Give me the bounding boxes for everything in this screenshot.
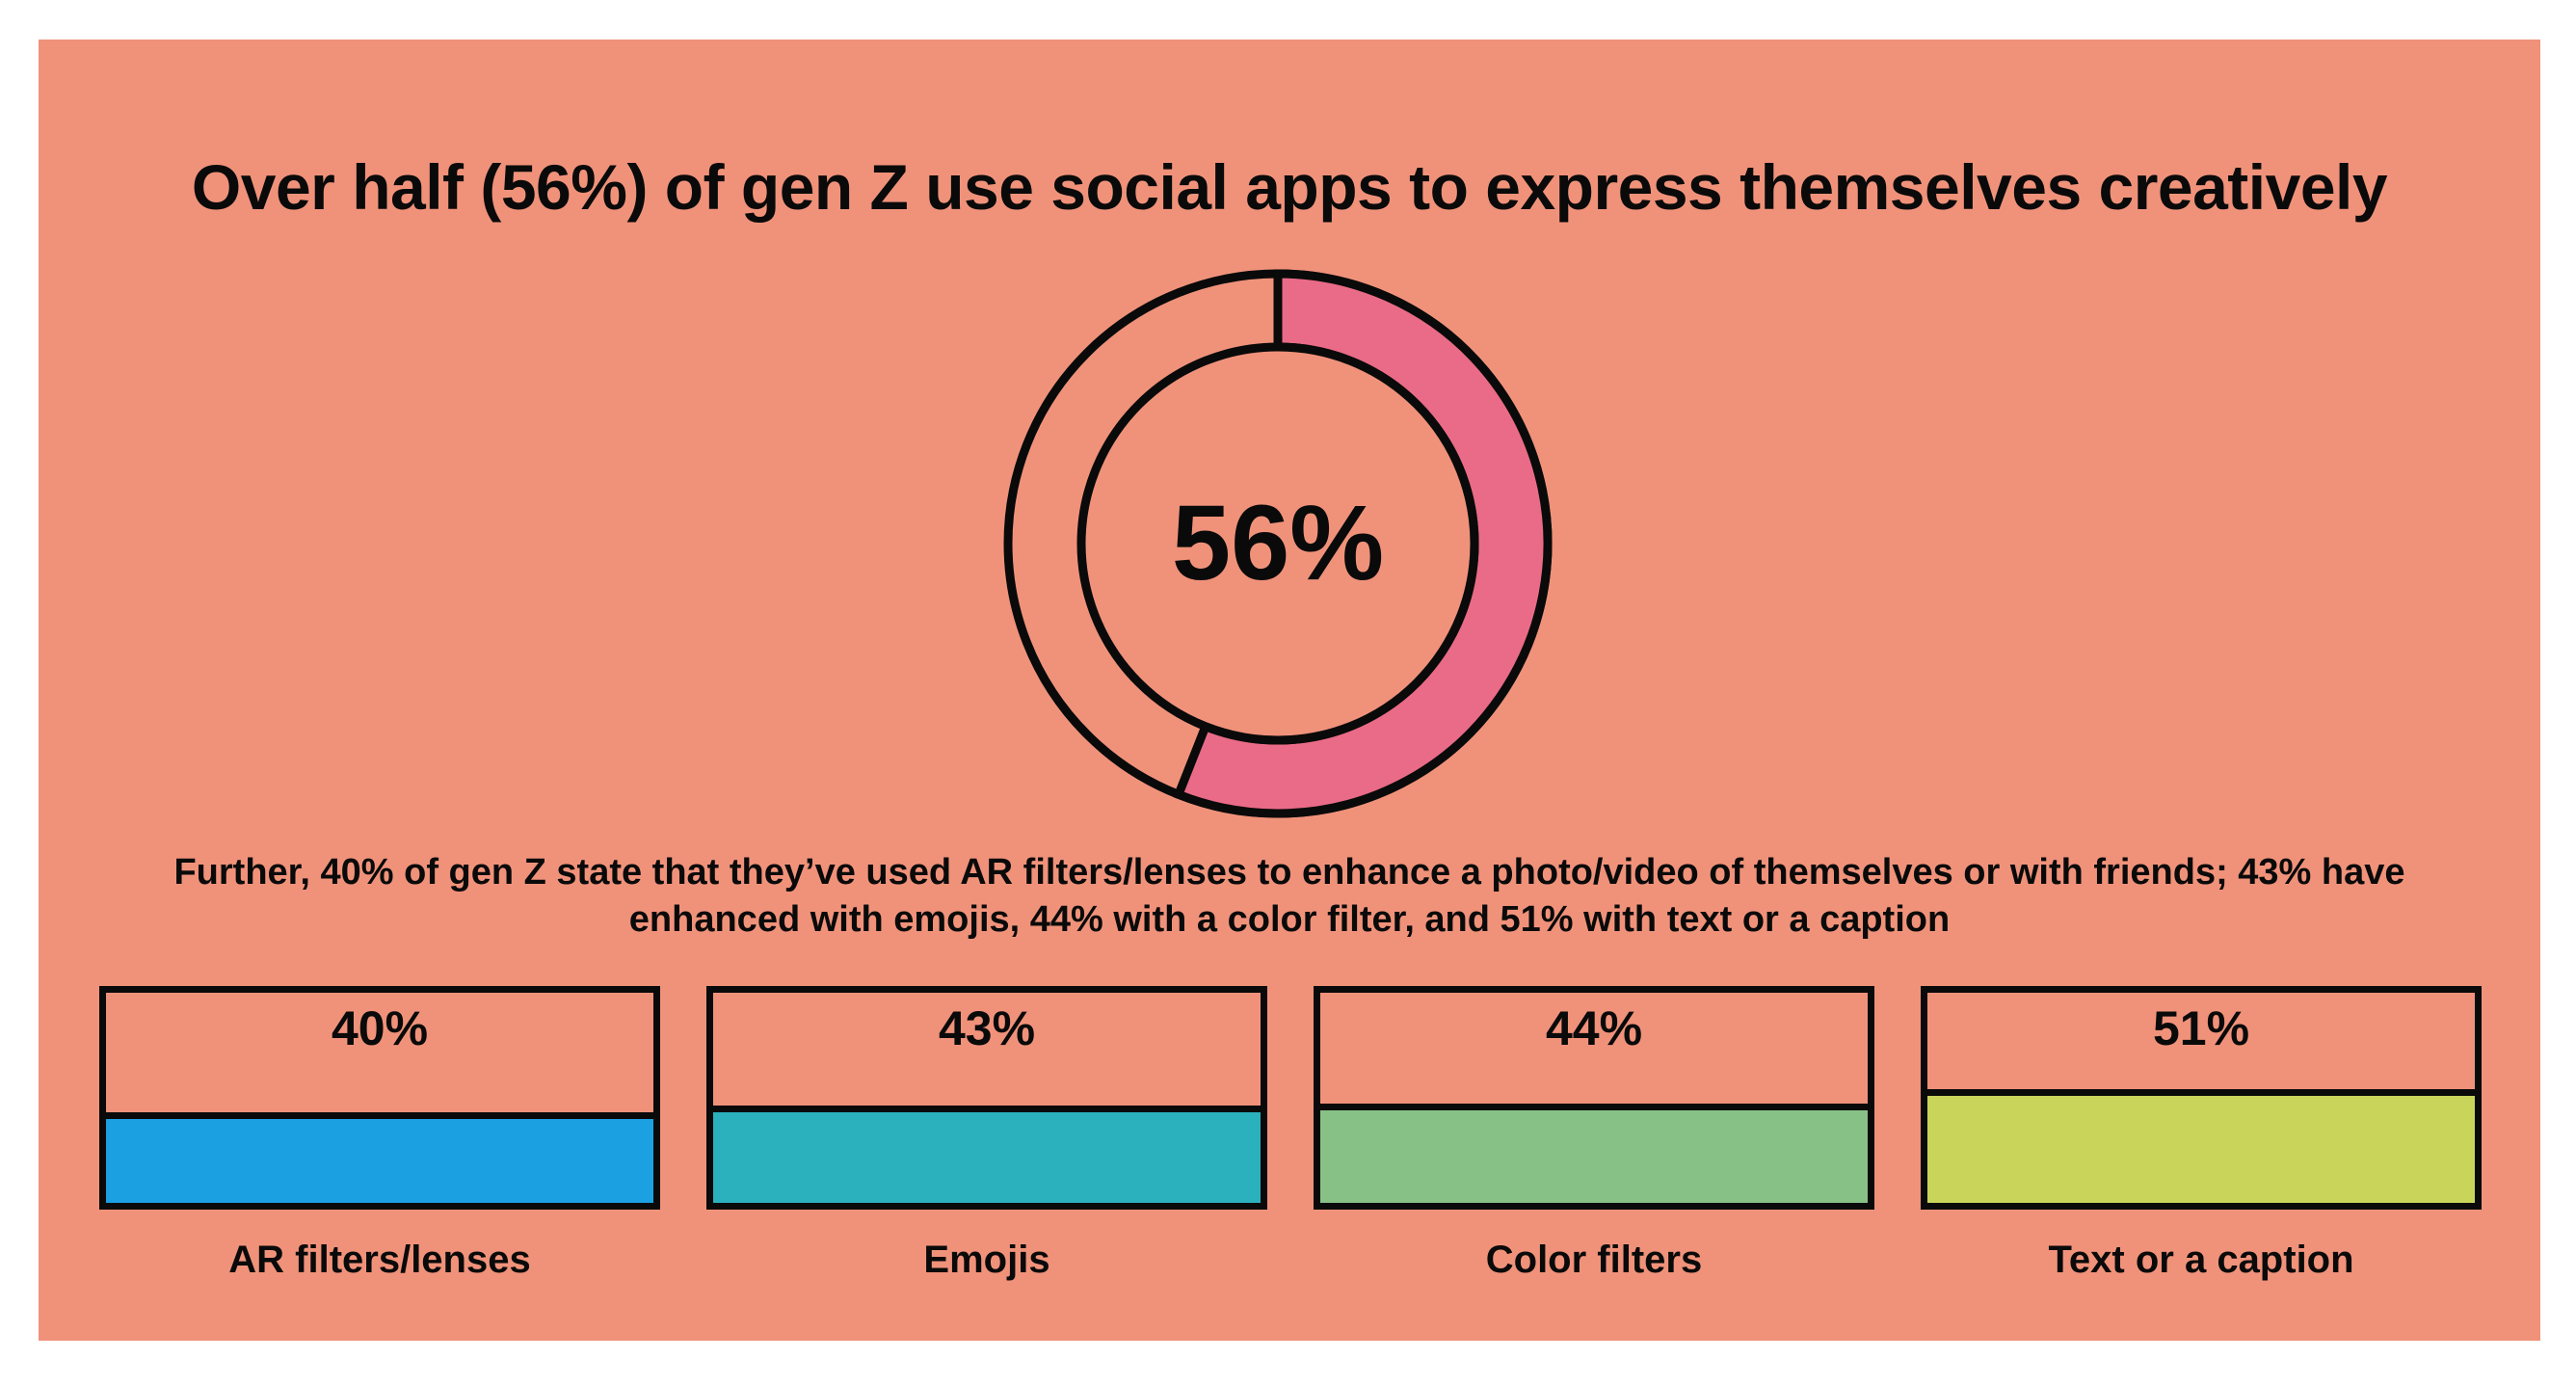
bar-category-label: AR filters/lenses: [228, 1239, 531, 1281]
bar-category-label: Text or a caption: [2048, 1239, 2354, 1281]
bar-card: 40% AR filters/lenses: [99, 986, 660, 1282]
bar-frame: 44%: [1314, 986, 1874, 1210]
bar-card: 44% Color filters: [1314, 986, 1874, 1282]
bar-chart: 40% AR filters/lenses 43% Emojis 44% Color fi…: [39, 986, 2540, 1333]
bar-value-label: 51%: [2152, 1001, 2250, 1055]
bar-card: 51% Text or a caption: [1921, 986, 2482, 1282]
donut-chart: 56%: [1003, 269, 1553, 818]
donut-inner-ring: [1076, 342, 1479, 745]
bar: [1927, 1089, 2475, 1203]
bar-card: 43% Emojis: [706, 986, 1267, 1282]
bar-category-label: Emojis: [923, 1239, 1050, 1281]
bar: [713, 1106, 1261, 1203]
bar-value-label: 43%: [938, 1001, 1036, 1055]
bar-frame: 51%: [1921, 986, 2482, 1210]
infographic-panel: Over half (56%) of gen Z use social apps…: [39, 40, 2540, 1341]
donut-center-label: 56%: [1172, 484, 1384, 602]
bar-value-label: 40%: [331, 1001, 429, 1055]
bar: [1320, 1104, 1868, 1203]
chart-title: Over half (56%) of gen Z use social apps…: [191, 151, 2388, 223]
bar-frame: 43%: [706, 986, 1267, 1210]
bar-value-label: 44%: [1545, 1001, 1643, 1055]
bar-category-label: Color filters: [1485, 1239, 1703, 1281]
description-text: Further, 40% of gen Z state that they’ve…: [173, 852, 2405, 940]
bar: [106, 1112, 653, 1203]
bar-frame: 40%: [99, 986, 660, 1210]
